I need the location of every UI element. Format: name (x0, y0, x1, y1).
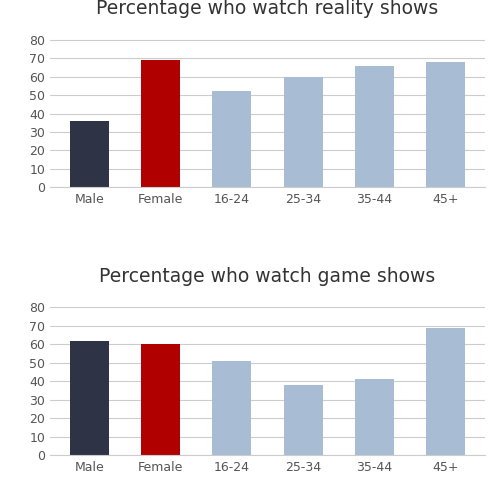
Title: Percentage who watch reality shows: Percentage who watch reality shows (96, 0, 438, 18)
Bar (70, 121, 109, 188)
Bar (426, 328, 465, 455)
Bar (355, 380, 394, 455)
Bar (212, 361, 252, 455)
Bar (284, 76, 323, 188)
Bar (284, 385, 323, 455)
Bar (141, 344, 180, 455)
Bar (426, 62, 465, 188)
Bar (141, 60, 180, 188)
Title: Percentage who watch game shows: Percentage who watch game shows (100, 266, 435, 285)
Bar (70, 340, 109, 455)
Bar (355, 66, 394, 188)
Bar (212, 92, 252, 188)
